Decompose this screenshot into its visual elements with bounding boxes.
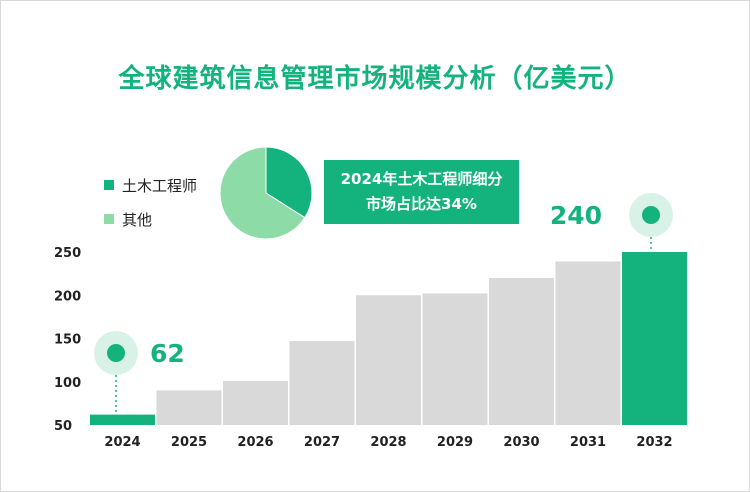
x-tick-label: 2028 — [370, 435, 406, 450]
bar-2032 — [622, 252, 687, 425]
bar-2028 — [356, 295, 421, 425]
bar-2029 — [422, 293, 488, 425]
y-tick-label: 150 — [54, 333, 81, 348]
data-label-2024: 62 — [150, 339, 185, 368]
legend-label-civil-engineer: 土木工程师 — [122, 176, 198, 195]
bar-2027 — [289, 341, 355, 425]
x-tick-label: 2026 — [237, 435, 273, 450]
y-tick-label: 250 — [54, 246, 81, 261]
data-label-2032: 240 — [550, 201, 602, 230]
bar-2031 — [555, 261, 621, 425]
x-tick-label: 2025 — [171, 435, 207, 450]
legend-swatch-civil-engineer — [104, 180, 114, 190]
legend-label-other: 其他 — [122, 210, 153, 229]
marker-dot-2024 — [107, 344, 125, 362]
note-line-2: 市场占比达34% — [366, 195, 477, 213]
pie-slice-1 — [219, 146, 306, 240]
bar-2024 — [90, 414, 155, 425]
x-tick-label: 2032 — [636, 435, 672, 450]
legend-item-other: 其他 — [104, 206, 197, 232]
x-tick-label: 2027 — [304, 435, 340, 450]
note-line-1: 2024年土木工程师细分 — [340, 170, 503, 188]
x-tick-label: 2029 — [437, 435, 473, 450]
x-tick-label: 2031 — [570, 435, 606, 450]
y-tick-label: 100 — [54, 376, 81, 391]
y-tick-label: 50 — [54, 419, 72, 434]
x-tick-label: 2024 — [104, 435, 140, 450]
legend-item-civil-engineer: 土木工程师 — [104, 172, 197, 198]
x-tick-label: 2030 — [503, 435, 539, 450]
chart-title: 全球建筑信息管理市场规模分析（亿美元） — [118, 64, 632, 94]
pie-chart — [219, 146, 313, 240]
pie-legend: 土木工程师 其他 — [104, 172, 197, 240]
highlight-note-box: 2024年土木工程师细分 市场占比达34% — [324, 160, 519, 224]
legend-swatch-other — [104, 214, 114, 224]
bar-2030 — [489, 277, 554, 425]
bar-2026 — [223, 380, 288, 425]
y-tick-label: 200 — [54, 289, 81, 304]
marker-dot-2032 — [642, 206, 660, 224]
bar-2025 — [156, 390, 222, 425]
